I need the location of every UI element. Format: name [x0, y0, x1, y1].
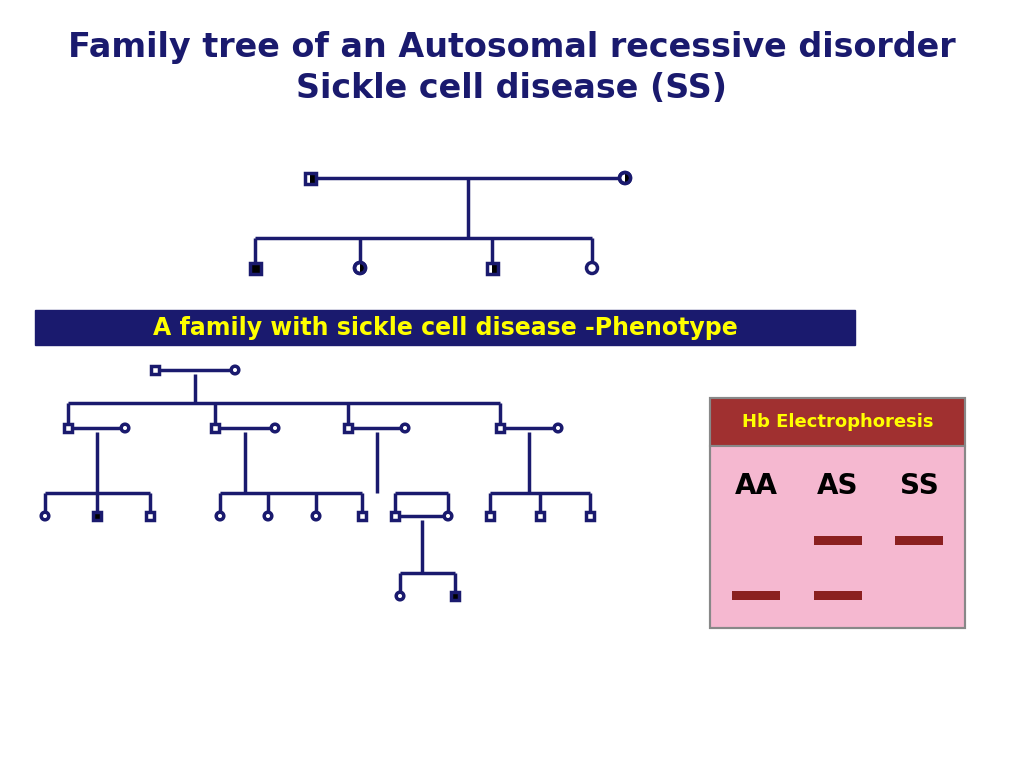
Ellipse shape [231, 366, 239, 374]
Bar [344, 424, 352, 432]
Bar [65, 424, 72, 432]
Bar [250, 263, 260, 273]
Bar [146, 512, 154, 520]
Ellipse shape [401, 424, 409, 432]
Bar [537, 512, 544, 520]
Bar [710, 398, 965, 628]
Text: A family with sickle cell disease -Phenotype: A family with sickle cell disease -Pheno… [153, 316, 737, 339]
Text: Hb Electrophoresis: Hb Electrophoresis [741, 413, 933, 431]
Bar [492, 263, 498, 273]
Bar [152, 366, 159, 374]
Bar [497, 424, 504, 432]
Wedge shape [360, 263, 366, 273]
Text: Sickle cell disease (SS): Sickle cell disease (SS) [297, 71, 727, 104]
Bar [310, 173, 315, 184]
Bar [710, 398, 965, 446]
Ellipse shape [396, 592, 403, 600]
Text: Family tree of an Autosomal recessive disorder: Family tree of an Autosomal recessive di… [69, 31, 955, 65]
Text: SS: SS [900, 472, 938, 500]
Ellipse shape [312, 512, 319, 520]
Ellipse shape [41, 512, 49, 520]
Ellipse shape [444, 512, 452, 520]
Bar [486, 512, 494, 520]
Bar [211, 424, 219, 432]
Ellipse shape [264, 512, 271, 520]
Bar [35, 310, 855, 345]
Bar [391, 512, 398, 520]
Bar [732, 591, 780, 600]
Ellipse shape [354, 263, 366, 273]
Ellipse shape [620, 173, 631, 184]
Text: AS: AS [817, 472, 858, 500]
Bar [710, 446, 965, 628]
Bar [358, 512, 366, 520]
Ellipse shape [587, 263, 597, 273]
Text: AA: AA [734, 472, 777, 500]
Bar [304, 173, 315, 184]
Ellipse shape [121, 424, 129, 432]
Bar [813, 591, 861, 600]
Wedge shape [625, 173, 631, 184]
Ellipse shape [554, 424, 562, 432]
Bar [813, 536, 861, 545]
Bar [452, 592, 459, 600]
Bar [93, 512, 100, 520]
Ellipse shape [271, 424, 279, 432]
Bar [486, 263, 492, 273]
Bar [486, 263, 498, 273]
Ellipse shape [216, 512, 224, 520]
Bar [304, 173, 310, 184]
Bar [586, 512, 594, 520]
Bar [895, 536, 943, 545]
